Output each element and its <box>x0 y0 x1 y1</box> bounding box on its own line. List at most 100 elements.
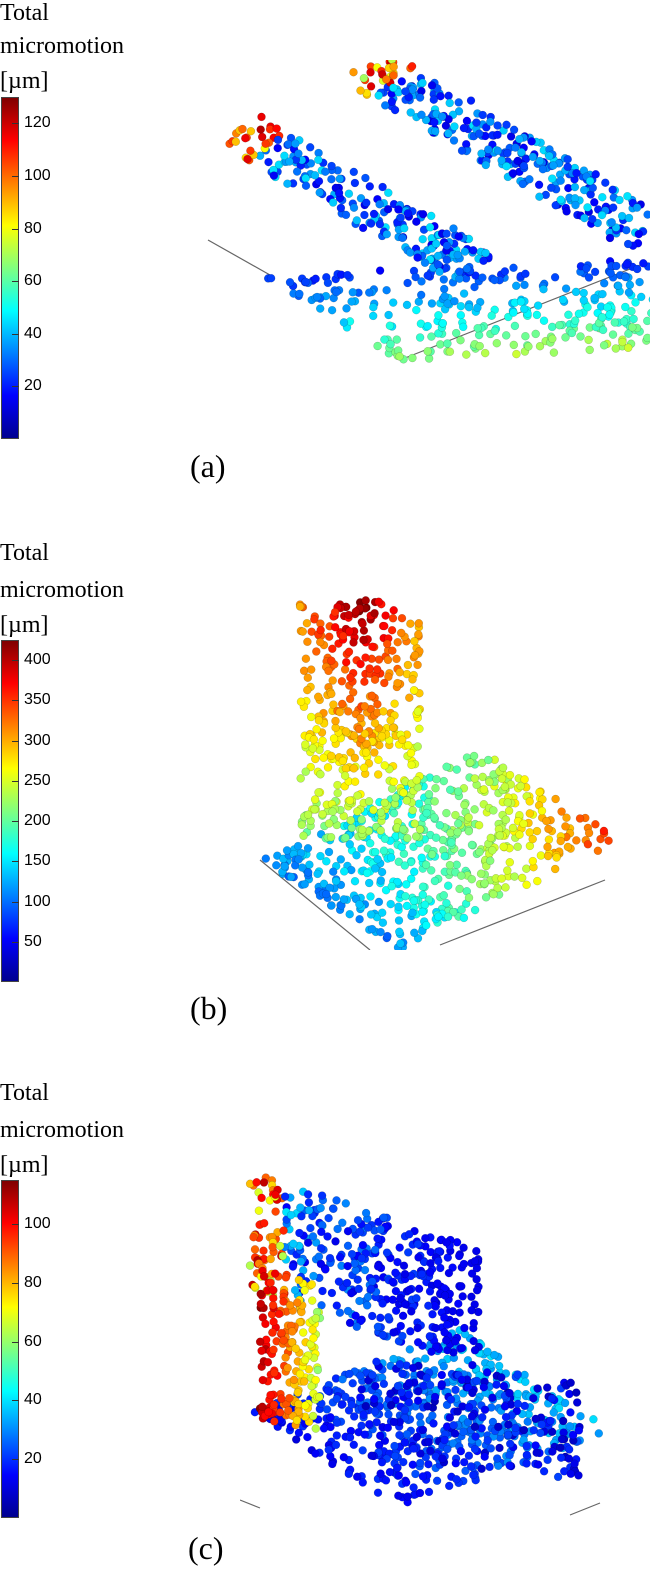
micromotion-point <box>528 856 538 866</box>
colorbar-tick-mark <box>12 386 19 388</box>
micromotion-point <box>566 1378 575 1388</box>
micromotion-point <box>368 1370 377 1380</box>
micromotion-point <box>537 1420 547 1429</box>
micromotion-point <box>257 112 266 122</box>
micromotion-point <box>389 723 398 732</box>
micromotion-point <box>420 900 430 910</box>
micromotion-point <box>440 851 450 861</box>
micromotion-point <box>478 1413 487 1422</box>
colorbar-tick-label: 40 <box>24 1391 42 1409</box>
micromotion-point <box>409 842 418 852</box>
micromotion-point <box>328 867 338 876</box>
micromotion-point <box>241 133 250 143</box>
micromotion-point <box>290 1285 300 1295</box>
micromotion-point <box>583 302 592 312</box>
micromotion-point <box>418 1425 428 1435</box>
micromotion-point <box>430 118 439 127</box>
micromotion-point <box>259 1178 269 1187</box>
micromotion-point <box>306 665 316 674</box>
micromotion-point <box>396 628 406 638</box>
micromotion-point <box>513 156 522 166</box>
micromotion-point <box>380 761 389 770</box>
micromotion-point <box>536 851 546 860</box>
micromotion-point <box>394 1491 403 1500</box>
micromotion-point <box>472 1275 481 1284</box>
micromotion-point <box>492 1454 502 1463</box>
micromotion-point <box>312 725 321 734</box>
micromotion-point <box>400 1269 410 1279</box>
micromotion-point <box>270 1417 279 1426</box>
micromotion-point <box>270 1368 279 1378</box>
micromotion-point <box>481 160 491 170</box>
micromotion-point <box>486 833 496 843</box>
micromotion-point <box>449 136 459 145</box>
colorbar-tick-label: 250 <box>24 771 51 789</box>
micromotion-point <box>409 896 419 906</box>
micromotion-point <box>364 288 374 297</box>
micromotion-point <box>532 826 542 836</box>
micromotion-point <box>332 287 341 297</box>
micromotion-point <box>456 310 466 320</box>
micromotion-point <box>298 1328 308 1337</box>
micromotion-point <box>261 1319 270 1329</box>
micromotion-point <box>317 1191 327 1200</box>
micromotion-point <box>409 867 419 877</box>
micromotion-point <box>361 596 370 605</box>
panel-c: Total micromotion [µm] 100 80 60 40 20 (c) <box>0 1080 651 1575</box>
micromotion-point <box>429 95 439 104</box>
micromotion-point <box>384 188 393 198</box>
micromotion-point <box>623 191 632 201</box>
micromotion-point <box>566 1408 575 1417</box>
micromotion-point <box>389 1354 398 1364</box>
micromotion-point <box>384 1410 393 1419</box>
micromotion-point <box>567 328 577 338</box>
micromotion-point <box>465 758 475 767</box>
micromotion-point <box>283 1363 292 1373</box>
colorbar-tick-label: 20 <box>24 377 42 395</box>
micromotion-point <box>497 774 507 783</box>
micromotion-point <box>494 1361 504 1371</box>
micromotion-point <box>353 1215 363 1225</box>
micromotion-point <box>250 1282 260 1291</box>
micromotion-point <box>489 806 498 815</box>
micromotion-point <box>288 1262 298 1271</box>
micromotion-point <box>311 1375 320 1385</box>
micromotion-point <box>294 1428 304 1438</box>
micromotion-point <box>505 770 515 780</box>
micromotion-point <box>505 1461 514 1470</box>
micromotion-point <box>469 1470 478 1480</box>
colorbar-tick-mark <box>12 228 19 230</box>
colorbar-tick-mark <box>12 901 19 903</box>
micromotion-point <box>394 205 403 214</box>
micromotion-point <box>464 302 474 312</box>
micromotion-point <box>426 1258 435 1268</box>
micromotion-point <box>376 876 386 885</box>
micromotion-point <box>398 1331 407 1341</box>
micromotion-point <box>341 657 351 667</box>
micromotion-point <box>481 893 491 902</box>
micromotion-point <box>258 1375 268 1385</box>
micromotion-point <box>485 777 494 787</box>
micromotion-point <box>451 328 461 338</box>
micromotion-point <box>405 693 414 702</box>
micromotion-point <box>442 1320 452 1329</box>
micromotion-point <box>361 748 371 757</box>
micromotion-point <box>296 697 306 706</box>
micromotion-point <box>454 787 463 796</box>
micromotion-point <box>284 1406 293 1415</box>
micromotion-point <box>430 876 440 886</box>
micromotion-point <box>324 632 334 641</box>
micromotion-point <box>505 1388 514 1398</box>
micromotion-point <box>443 881 453 890</box>
micromotion-point <box>386 339 395 349</box>
micromotion-point <box>331 1440 341 1450</box>
micromotion-point <box>466 1462 476 1471</box>
micromotion-point <box>488 846 497 855</box>
micromotion-point <box>319 753 328 763</box>
micromotion-point <box>404 1230 414 1239</box>
micromotion-point <box>352 216 362 225</box>
micromotion-point <box>315 1392 324 1402</box>
micromotion-point <box>414 630 423 639</box>
micromotion-point <box>413 742 422 751</box>
micromotion-point <box>482 123 491 132</box>
